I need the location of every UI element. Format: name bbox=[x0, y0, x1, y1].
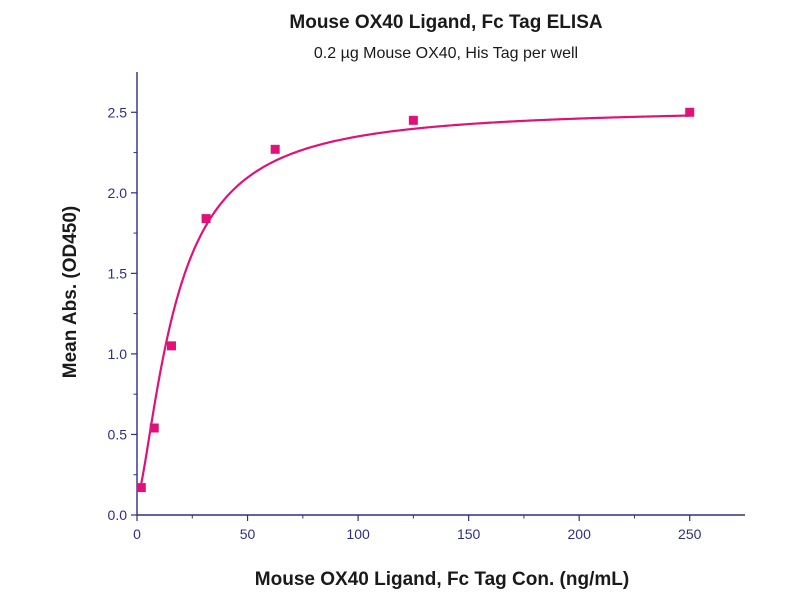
x-tick-label: 50 bbox=[240, 526, 256, 542]
axes bbox=[136, 72, 745, 516]
y-tick-label: 0.0 bbox=[108, 507, 128, 523]
tick-marks bbox=[131, 111, 691, 521]
chart-subtitle: 0.2 µg Mouse OX40, His Tag per well bbox=[314, 45, 578, 62]
fit-curve bbox=[140, 114, 690, 484]
y-tick-label: 1.5 bbox=[108, 265, 128, 281]
y-tick-label: 2.0 bbox=[108, 185, 128, 201]
data-point bbox=[149, 423, 159, 433]
x-tick-label: 250 bbox=[678, 526, 702, 542]
data-points bbox=[136, 107, 695, 493]
tick-labels: 0 50 100 150 200 250 0.0 0.5 1.0 1.5 2.0 2.5 bbox=[108, 104, 702, 542]
data-point bbox=[201, 214, 211, 224]
x-tick-label: 100 bbox=[346, 526, 370, 542]
data-point bbox=[408, 115, 418, 125]
y-tick-label: 0.5 bbox=[108, 426, 128, 442]
y-tick-label: 1.0 bbox=[108, 346, 128, 362]
data-point bbox=[685, 107, 695, 117]
y-axis-label: Mean Abs. (OD450) bbox=[60, 206, 81, 378]
data-point bbox=[166, 341, 176, 351]
x-axis-label: Mouse OX40 Ligand, Fc Tag Con. (ng/mL) bbox=[255, 569, 629, 590]
x-tick-label: 200 bbox=[568, 526, 592, 542]
x-tick-label: 150 bbox=[457, 526, 481, 542]
data-point bbox=[270, 144, 280, 154]
chart-title: Mouse OX40 Ligand, Fc Tag ELISA bbox=[289, 12, 602, 33]
x-tick-label: 0 bbox=[133, 526, 141, 542]
y-tick-label: 2.5 bbox=[108, 104, 128, 120]
data-point bbox=[136, 483, 146, 493]
